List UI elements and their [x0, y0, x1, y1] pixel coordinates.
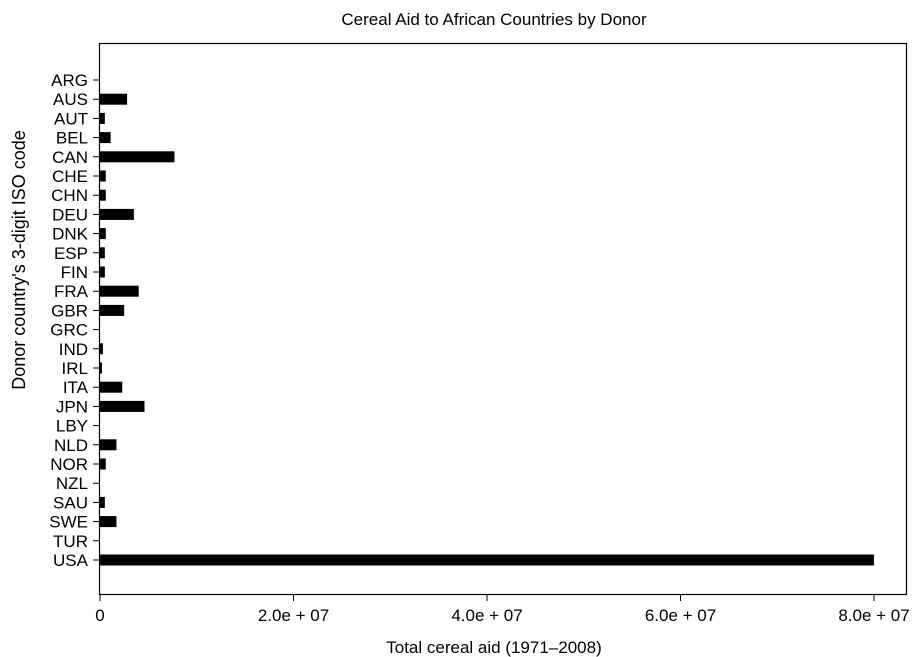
bar-fra [100, 285, 139, 297]
x-tick-label: 8.0e + 07 [838, 606, 909, 625]
x-tick-label: 4.0e + 07 [451, 606, 522, 625]
x-tick-label: 6.0e + 07 [645, 606, 716, 625]
y-tick-label-bel: BEL [56, 129, 88, 148]
bar-bel [100, 132, 111, 144]
y-tick-label-nld: NLD [54, 436, 88, 455]
bar-aus [100, 93, 128, 105]
y-tick-label-che: CHE [52, 167, 88, 186]
y-tick-label-arg: ARG [51, 71, 88, 90]
bar-can [100, 151, 175, 163]
bar-nld [100, 439, 117, 451]
bar-fin [100, 266, 105, 278]
x-axis-label: Total cereal aid (1971–2008) [386, 638, 601, 657]
chart-title: Cereal Aid to African Countries by Donor [341, 10, 647, 29]
bar-jpn [100, 400, 145, 412]
y-tick-label-gbr: GBR [51, 301, 88, 320]
y-tick-label-can: CAN [52, 148, 88, 167]
y-tick-label-nor: NOR [50, 455, 88, 474]
x-axis-ticks: 0 2.0e + 07 4.0e + 07 6.0e + 07 8.0e + 07 [95, 594, 910, 625]
y-tick-label-esp: ESP [54, 244, 88, 263]
y-tick-label-ita: ITA [63, 378, 89, 397]
bar-ind [100, 343, 103, 355]
y-tick-label-lby: LBY [56, 417, 88, 436]
y-tick-label-sau: SAU [53, 493, 88, 512]
bar-chn [100, 189, 106, 201]
y-tick-label-chn: CHN [51, 186, 88, 205]
y-tick-label-aut: AUT [54, 109, 88, 128]
bar-ita [100, 381, 123, 393]
y-tick-label-tur: TUR [53, 532, 88, 551]
y-tick-label-jpn: JPN [56, 397, 88, 416]
bar-deu [100, 208, 134, 220]
y-tick-label-swe: SWE [49, 513, 88, 532]
y-tick-label-deu: DEU [52, 205, 88, 224]
y-tick-label-nzl: NZL [56, 474, 88, 493]
bar-nor [100, 458, 106, 470]
y-tick-label-aus: AUS [53, 90, 88, 109]
bar-che [100, 170, 106, 182]
bar-sau [100, 496, 105, 508]
bar-aut [100, 112, 105, 124]
y-tick-label-dnk: DNK [52, 225, 89, 244]
y-axis-label: Donor country's 3-digit ISO code [9, 130, 29, 390]
bar-swe [100, 516, 117, 528]
y-tick-label-fin: FIN [61, 263, 88, 282]
plot-frame [98, 42, 908, 596]
y-tick-label-usa: USA [53, 551, 89, 570]
bar-usa [100, 554, 874, 566]
x-tick-label: 0 [95, 606, 104, 625]
y-tick-label-irl: IRL [62, 359, 88, 378]
y-tick-label-grc: GRC [50, 321, 88, 340]
y-tick-labels: ARGAUSAUTBELCANCHECHNDEUDNKESPFINFRAGBRG… [49, 71, 100, 570]
x-tick-label: 2.0e + 07 [258, 606, 329, 625]
bar-gbr [100, 304, 125, 316]
y-tick-label-fra: FRA [54, 282, 89, 301]
bar-esp [100, 247, 105, 259]
bar-irl [100, 362, 102, 374]
bar-dnk [100, 228, 106, 240]
y-tick-label-ind: IND [59, 340, 88, 359]
bars-group [100, 93, 874, 566]
